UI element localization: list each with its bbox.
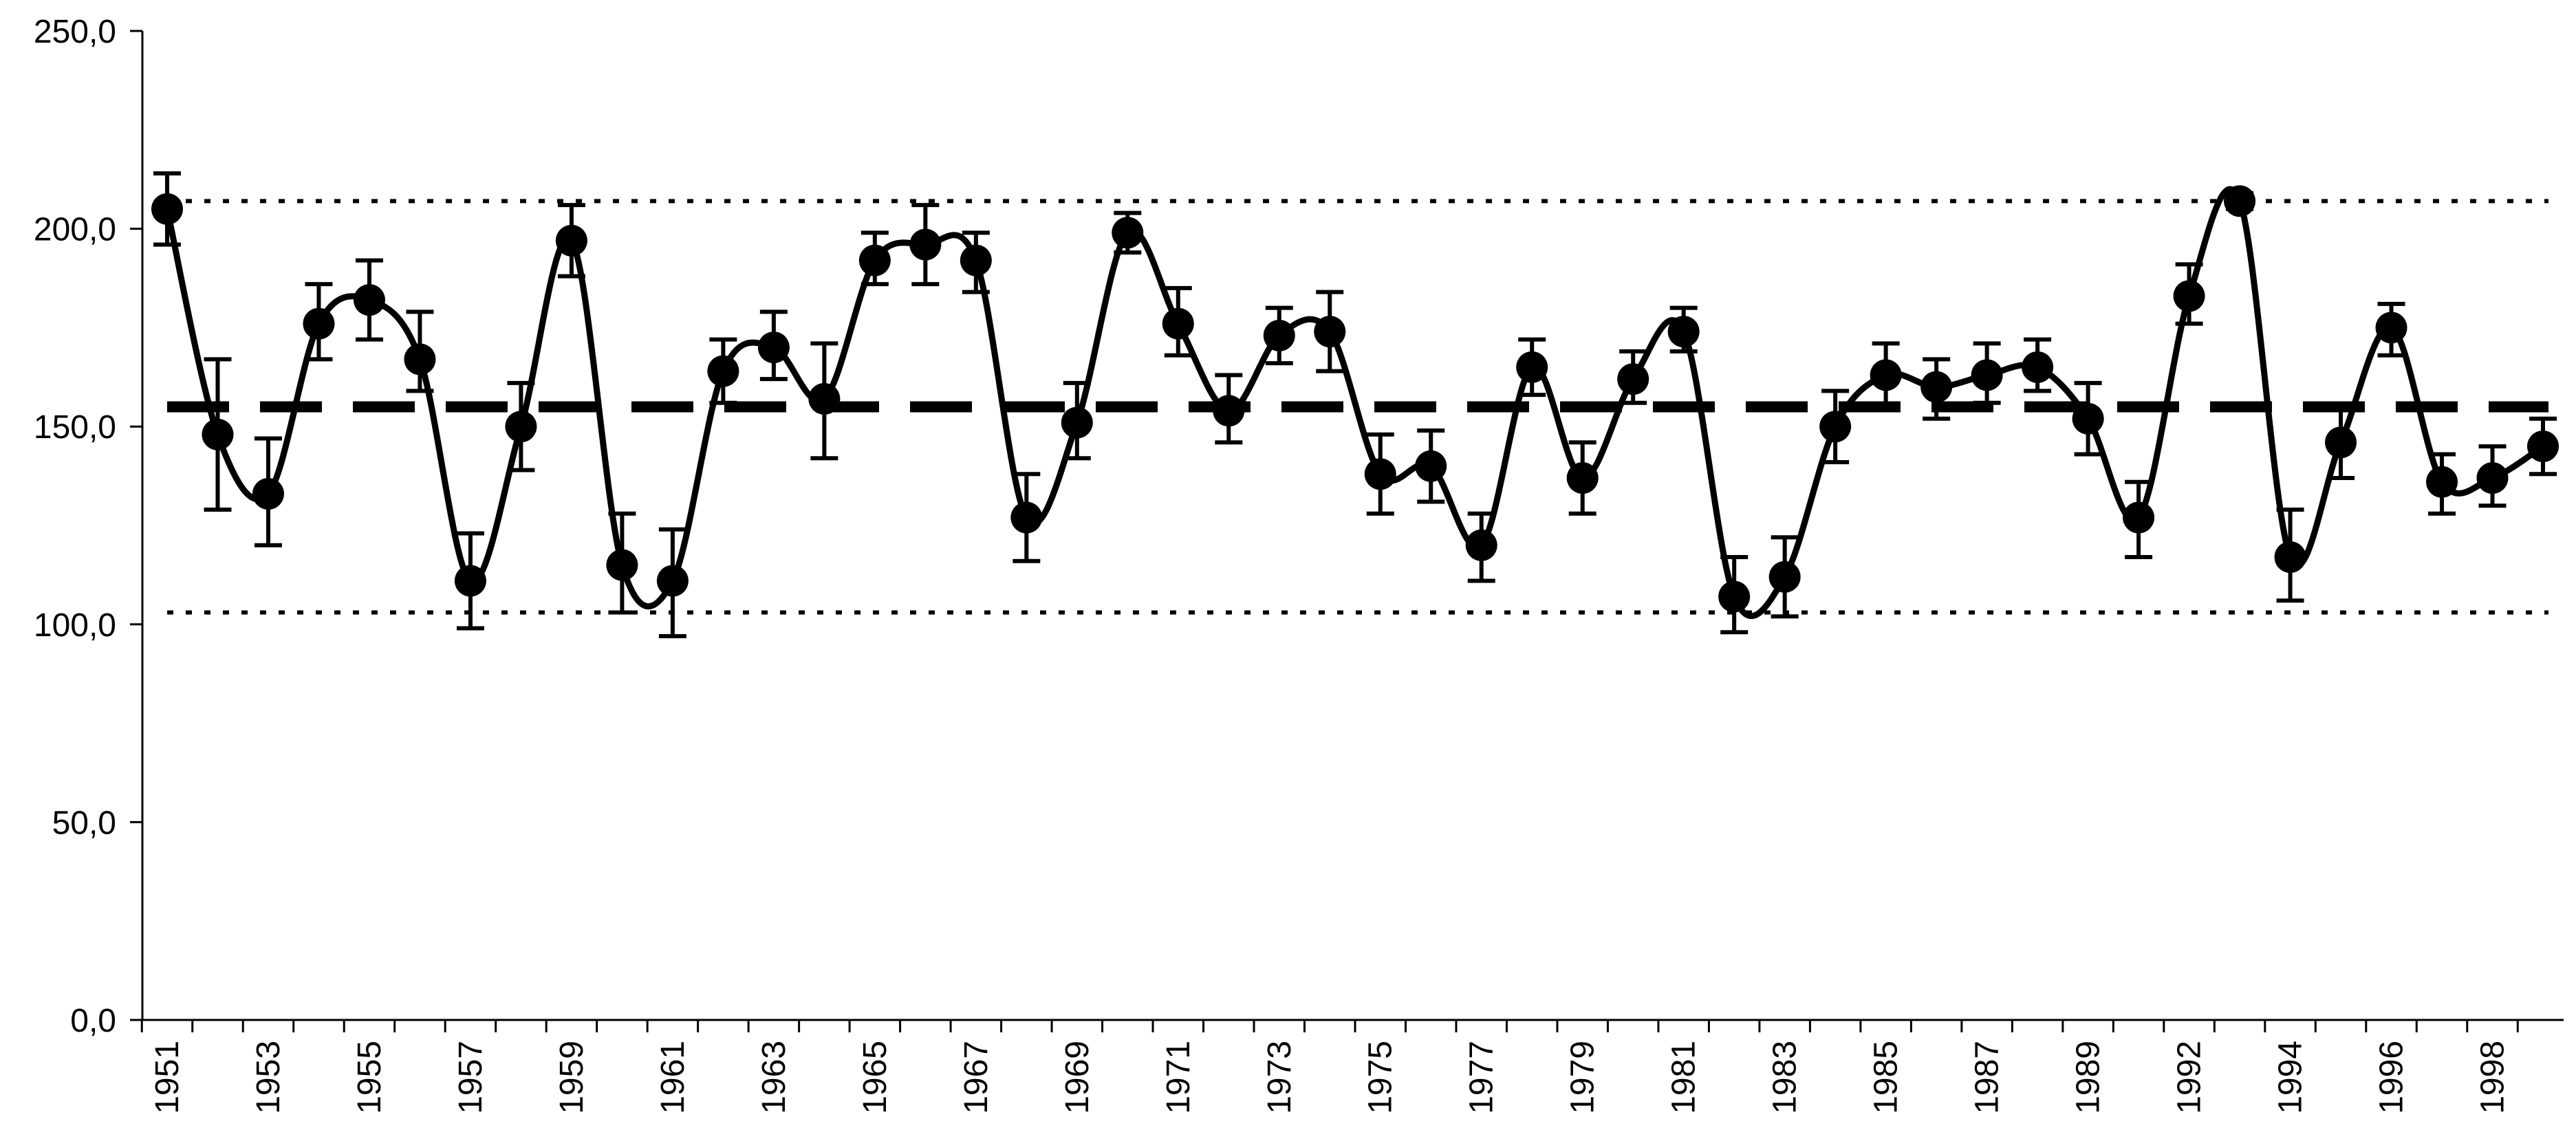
x-tick-label: 1975 [1363, 1041, 1399, 1114]
data-point [1566, 461, 1599, 494]
x-tick-label: 1961 [655, 1041, 691, 1114]
data-point [404, 343, 436, 376]
data-point [2274, 541, 2306, 574]
data-point [353, 284, 385, 316]
x-tick-label: 1967 [958, 1041, 995, 1114]
x-tick-label: 1959 [554, 1041, 590, 1114]
data-point [1718, 580, 1751, 613]
data-point [2173, 280, 2205, 312]
data-point [2476, 461, 2509, 494]
x-tick-label: 1973 [1262, 1041, 1298, 1114]
data-point [1465, 529, 1497, 561]
data-point [505, 411, 537, 443]
x-tick-label: 1998 [2475, 1041, 2511, 1114]
x-tick-label: 1979 [1565, 1041, 1601, 1114]
data-point [909, 228, 942, 261]
data-point [252, 477, 284, 510]
x-tick-label: 1992 [2172, 1041, 2208, 1114]
x-tick-label: 1965 [857, 1041, 894, 1114]
data-point [454, 565, 486, 597]
data-point [1010, 501, 1043, 534]
data-point [808, 382, 841, 415]
data-point [202, 418, 234, 450]
data-point [2123, 501, 2155, 534]
y-axis: 0,0 50,0 100,0 150,0 200,0 250,0 [34, 14, 144, 1039]
data-point [2426, 466, 2458, 498]
data-point [2072, 402, 2104, 435]
data-point [1819, 411, 1852, 443]
y-tick-label: 100,0 [34, 607, 116, 644]
data-point [1213, 395, 1245, 427]
x-tick-label: 1963 [756, 1041, 792, 1114]
data-point [1920, 371, 1953, 403]
x-tick-label: 1951 [149, 1041, 186, 1114]
data-point [1162, 307, 1194, 340]
x-tick-label: 1977 [1464, 1041, 1500, 1114]
data-point [1971, 359, 2003, 391]
x-tick-label: 1953 [250, 1041, 287, 1114]
data-point [151, 193, 183, 225]
x-tick-label: 1971 [1160, 1041, 1197, 1114]
data-point [1314, 316, 1346, 348]
data-point [1263, 319, 1295, 351]
x-tick-label: 1994 [2273, 1041, 2309, 1114]
x-axis: 1951 1953 1955 1957 1959 1961 1963 1965 1967 1969… [140, 1019, 2564, 1114]
data-point [2022, 351, 2054, 383]
x-tick-label: 1969 [1059, 1041, 1096, 1114]
x-tick-label: 1987 [1969, 1041, 2006, 1114]
data-point [2224, 185, 2256, 217]
data-point [1667, 316, 1700, 348]
x-tick-label: 1996 [2374, 1041, 2410, 1114]
data-point [2375, 312, 2407, 344]
y-tick-label: 200,0 [34, 212, 116, 248]
data-point [2325, 426, 2357, 459]
y-tick-label: 0,0 [70, 1003, 116, 1039]
data-point [1364, 458, 1396, 490]
x-tick-label: 1981 [1666, 1041, 1702, 1114]
data-point [858, 244, 891, 276]
data-point [656, 565, 689, 597]
data-point [960, 244, 992, 276]
y-tick-label: 150,0 [34, 409, 116, 446]
x-tick-label: 1955 [351, 1041, 388, 1114]
data-point [2527, 430, 2559, 462]
data-point [1112, 217, 1144, 249]
data-point [1061, 406, 1093, 439]
x-tick-label: 1989 [2070, 1041, 2107, 1114]
data-point [1870, 359, 1902, 391]
x-tick-label: 1985 [1868, 1041, 1905, 1114]
data-point [1415, 450, 1447, 482]
data-point [1617, 363, 1649, 395]
data-point [555, 224, 587, 257]
data-point [1768, 561, 1801, 593]
data-point [303, 307, 335, 340]
series [164, 186, 2546, 619]
data-point [606, 549, 638, 581]
data-point [707, 355, 739, 387]
y-tick-label: 50,0 [52, 805, 116, 841]
x-tick-label: 1983 [1767, 1041, 1804, 1114]
x-tick-label: 1957 [453, 1041, 489, 1114]
data-point [1516, 351, 1548, 383]
y-tick-label: 250,0 [34, 14, 116, 50]
data-point [757, 332, 790, 364]
series-line [164, 186, 2546, 619]
data-points [151, 185, 2559, 613]
reference-lines [167, 199, 2548, 615]
